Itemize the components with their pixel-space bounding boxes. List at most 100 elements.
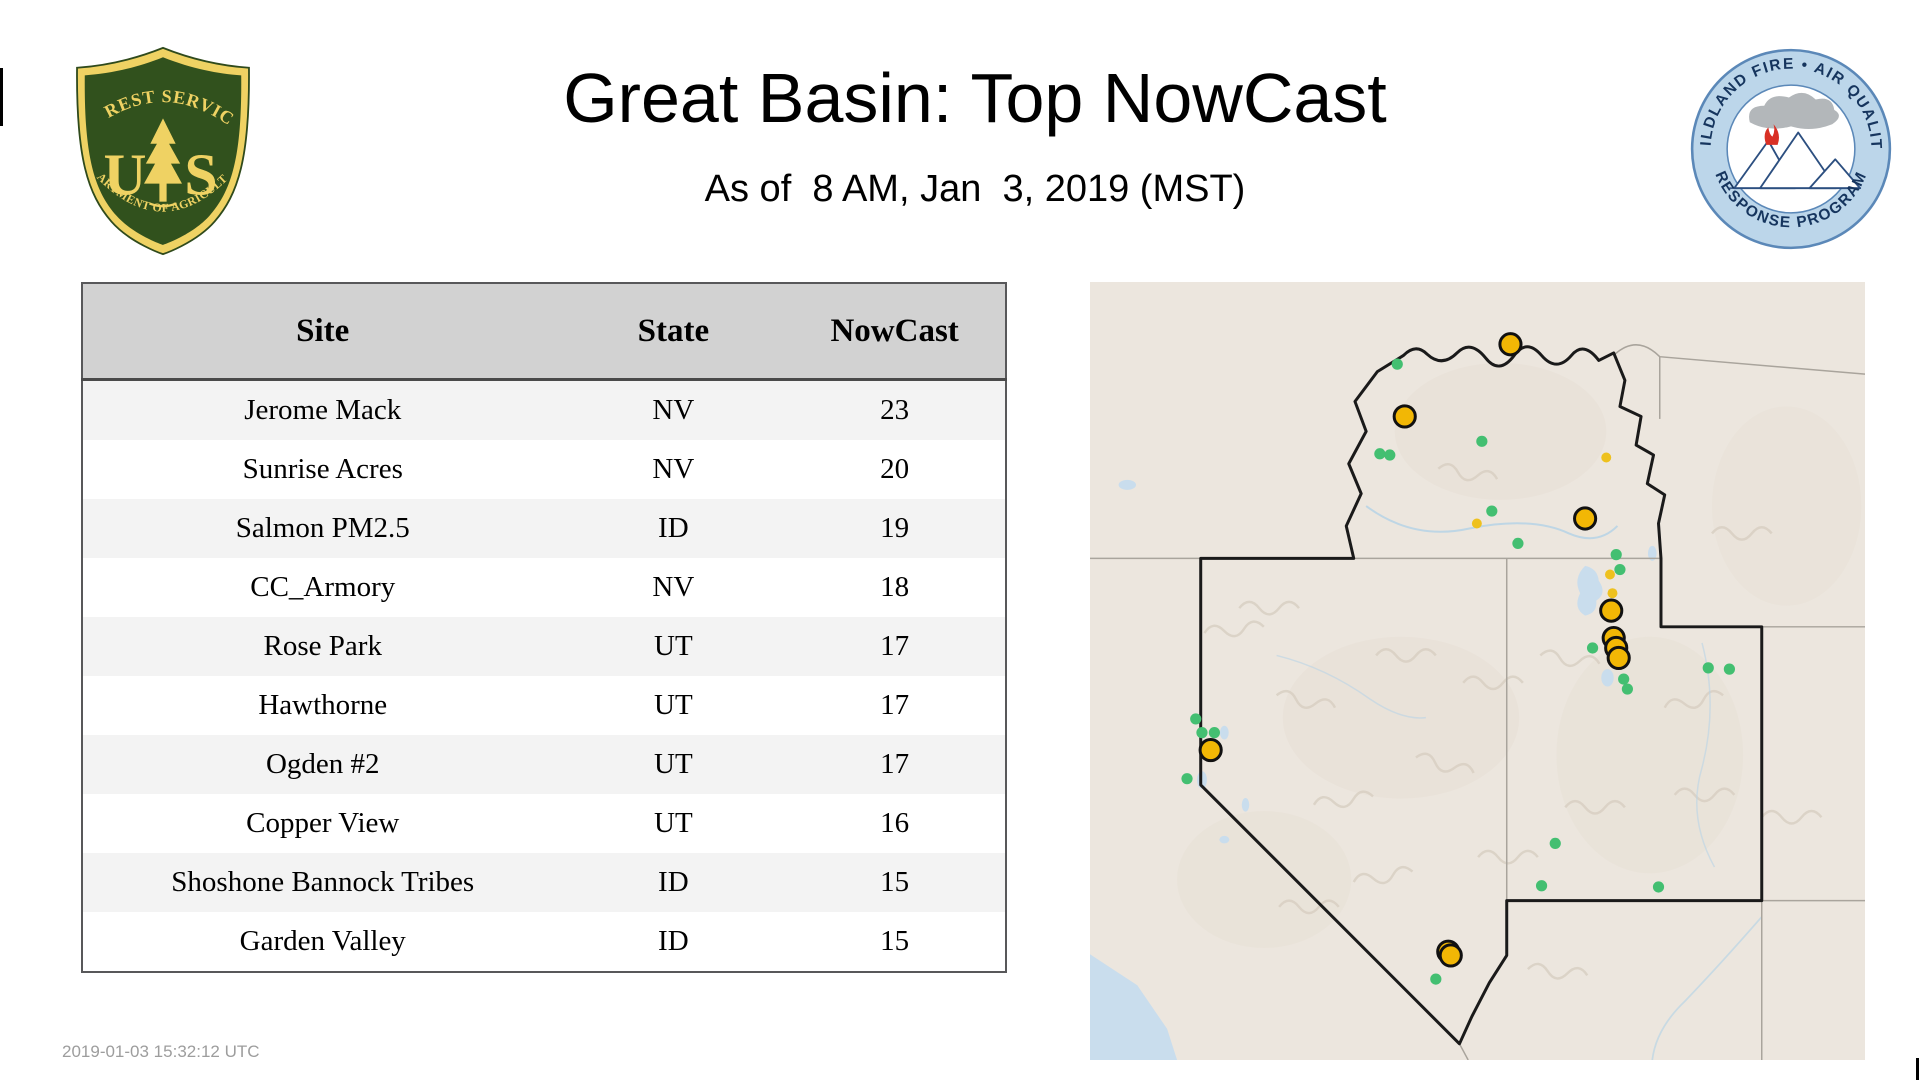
site-state: ID [658, 512, 689, 544]
monitor-site-green [1430, 973, 1442, 985]
monitor-site-green [1610, 549, 1622, 561]
table-row: Hawthorne UT 17 [82, 676, 1006, 735]
site-nowcast: 16 [880, 807, 910, 839]
column-header-nowcast: NowCast [784, 283, 1006, 381]
column-header-site: Site [82, 283, 563, 381]
table-row: Ogden #2 UT 17 [82, 735, 1006, 794]
site-name: Jerome Mack [244, 394, 402, 426]
monitor-site-green [1486, 505, 1498, 517]
mountains-icon [1729, 131, 1862, 190]
site-state: ID [658, 925, 689, 957]
site-nowcast: 15 [880, 925, 910, 957]
top-site-marker [1599, 598, 1624, 623]
site-state: NV [652, 453, 695, 485]
monitor-markers [1181, 332, 1736, 985]
table-row: Sunrise Acres NV 20 [82, 440, 1006, 499]
monitor-site-green [1621, 683, 1633, 695]
site-state: ID [658, 866, 689, 898]
monitor-site-green [1476, 435, 1488, 447]
mono-lake [1219, 835, 1230, 844]
edge-mark-right [1916, 1058, 1919, 1080]
site-name: Shoshone Bannock Tribes [171, 866, 475, 898]
page-title: Great Basin: Top NowCast [563, 59, 1387, 137]
monitor-site-green [1549, 837, 1561, 850]
top-site-marker [1392, 404, 1417, 429]
site-name: Salmon PM2.5 [235, 512, 410, 544]
nowcast-table: Site State NowCast Jerome Mack NV 23 Sun… [81, 282, 1007, 973]
small-lake [1118, 479, 1137, 490]
monitor-site-green [1391, 358, 1403, 370]
site-nowcast: 18 [880, 571, 910, 603]
air-quality-program-logo: WILDLAND FIRE • AIR QUALITY RESPONSE PRO… [1688, 46, 1892, 250]
monitor-site-green [1586, 642, 1599, 654]
site-nowcast: 23 [880, 394, 910, 426]
site-nowcast: 17 [880, 689, 910, 721]
table-row: Copper View UT 16 [82, 794, 1006, 853]
flame-icon [1764, 124, 1779, 145]
timestamp: 2019-01-03 15:32:12 UTC [62, 1042, 260, 1061]
utah-lake [1601, 669, 1614, 687]
monitor-site-yellow [1605, 569, 1615, 580]
monitor-site-green [1618, 673, 1630, 685]
site-name: Hawthorne [258, 689, 388, 721]
table-row: Garden Valley ID 15 [82, 912, 1006, 972]
table-row: CC_Armory NV 18 [82, 558, 1006, 617]
table-row: Shoshone Bannock Tribes ID 15 [82, 853, 1006, 912]
site-nowcast: 17 [880, 630, 910, 662]
monitor-site-green [1535, 880, 1548, 892]
site-name: Garden Valley [239, 925, 406, 957]
site-nowcast: 19 [880, 512, 910, 544]
site-state: UT [654, 807, 693, 839]
monitor-site-green [1181, 773, 1193, 785]
monitor-site-green [1614, 563, 1626, 576]
site-name: Copper View [246, 807, 400, 839]
site-name: Ogden #2 [265, 748, 380, 780]
table-row: Jerome Mack NV 23 [82, 379, 1006, 440]
site-state: UT [654, 630, 693, 662]
monitor-site-green [1208, 727, 1220, 739]
site-state: NV [652, 571, 695, 603]
monitor-site-green [1196, 727, 1208, 739]
top-site-marker [1498, 332, 1523, 357]
shield-letter-u: U [103, 141, 146, 207]
top-site-marker [1198, 737, 1223, 763]
rivers [1276, 505, 1763, 1060]
monitor-site-green [1652, 881, 1665, 893]
monitor-site-green [1702, 662, 1714, 674]
monitor-site-green [1723, 663, 1736, 675]
column-header-state: State [562, 283, 785, 381]
pacific-ocean [1090, 954, 1178, 1060]
site-nowcast: 15 [880, 866, 910, 898]
top-site-marker [1573, 506, 1598, 531]
monitor-site-yellow [1471, 518, 1482, 529]
pyramid-lake [1219, 725, 1229, 740]
table-row: Rose Park UT 17 [82, 617, 1006, 676]
site-nowcast: 17 [880, 748, 910, 780]
smoke-cloud-icon [1749, 92, 1839, 129]
monitor-site-green [1374, 448, 1386, 460]
site-name: CC_Armory [250, 571, 396, 603]
edge-mark-left [0, 68, 3, 126]
monitor-site-yellow [1601, 452, 1612, 463]
site-state: UT [654, 748, 693, 780]
monitor-site-green [1512, 537, 1524, 550]
terrain-texture [1203, 463, 1823, 980]
table-row: Salmon PM2.5 ID 19 [82, 499, 1006, 558]
state-borders [1090, 344, 1865, 1060]
walker-lake [1241, 797, 1250, 812]
forest-service-logo: FOREST SERVICE U S DEPARTMENT OF AGRICUL… [68, 42, 250, 256]
title-block: Great Basin: Top NowCast As of 8 AM, Jan… [380, 58, 1570, 211]
site-name: Rose Park [263, 630, 382, 662]
shield-letter-s: S [184, 141, 217, 207]
table-header-row: Site State NowCast [82, 283, 1006, 381]
map-background [1090, 282, 1865, 1060]
top-site-marker [1606, 645, 1631, 671]
great-salt-lake [1577, 565, 1603, 616]
map-panel [1090, 282, 1865, 1060]
site-name: Sunrise Acres [242, 453, 403, 485]
site-state: UT [654, 689, 693, 721]
great-basin-map [1090, 282, 1865, 1060]
top-site-marker [1438, 943, 1463, 968]
pine-tree-icon [144, 118, 182, 208]
